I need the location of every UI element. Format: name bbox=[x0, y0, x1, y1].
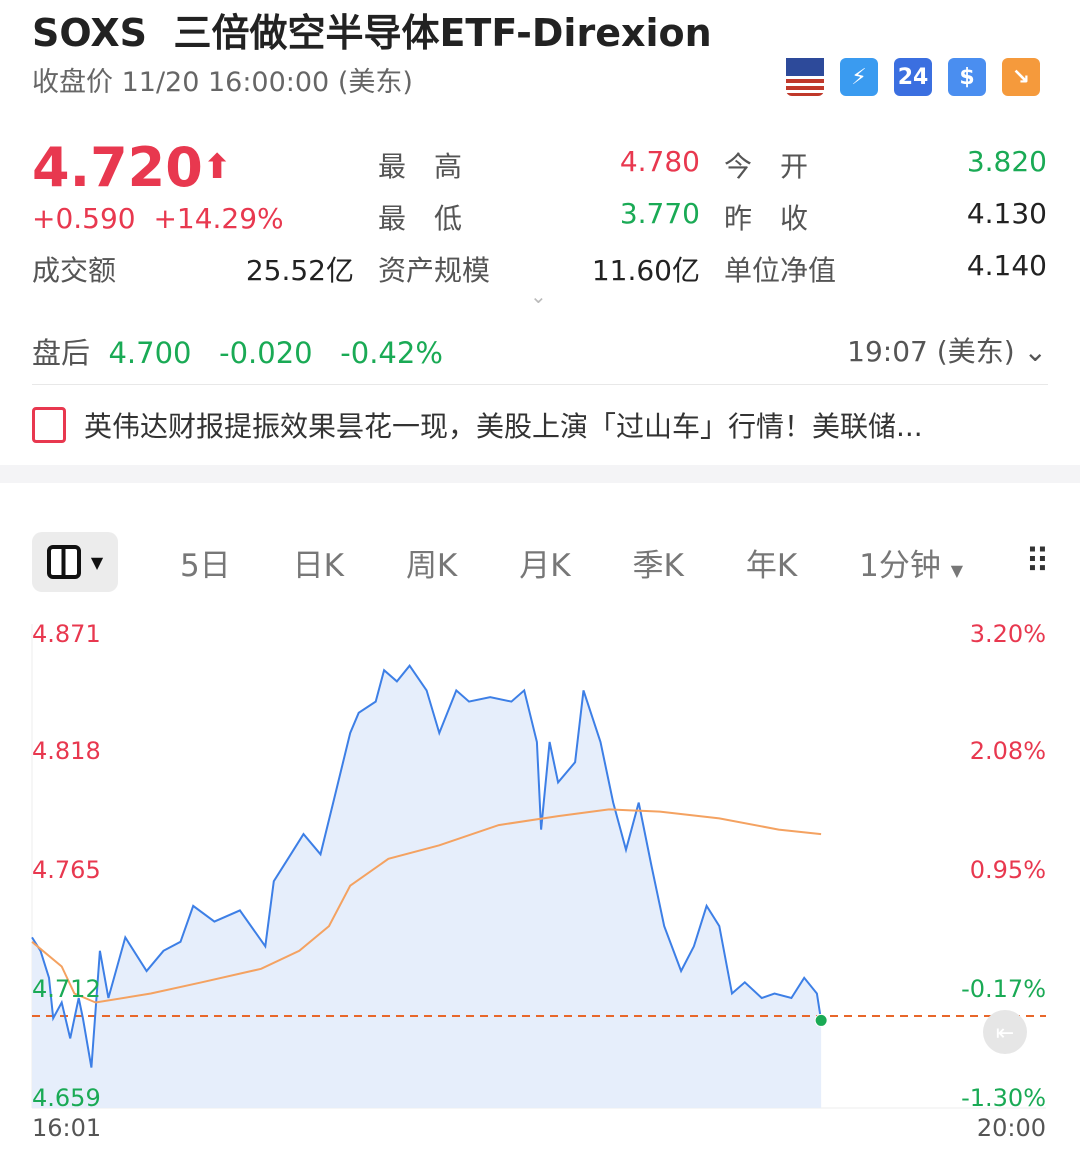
high-value: 4.780 bbox=[619, 145, 700, 178]
price-change: +0.590 +14.29% bbox=[32, 202, 284, 235]
news-item[interactable]: 英伟达财报提振效果昙花一现，美股上演「过山车」行情！美联储... bbox=[32, 405, 923, 445]
price-line bbox=[31, 664, 823, 1068]
tab-5day[interactable]: 5日 bbox=[179, 547, 231, 584]
tab-monthly[interactable]: 月K bbox=[519, 547, 571, 584]
change-pct: +14.29% bbox=[153, 202, 284, 235]
back-arrow-icon: ⇤ bbox=[996, 1021, 1014, 1046]
news-icon bbox=[32, 407, 66, 443]
after-hours-pct: -0.42% bbox=[340, 336, 443, 370]
badge-icons: ⚡ 24 $ ↘ bbox=[786, 58, 1040, 96]
us-flag-icon[interactable] bbox=[786, 58, 824, 96]
section-separator bbox=[0, 465, 1080, 483]
expand-chevron-icon[interactable]: ⌄ bbox=[530, 284, 547, 308]
tab-interval[interactable]: 1分钟 ▼ bbox=[859, 540, 963, 585]
change-value: +0.590 bbox=[32, 202, 136, 235]
dropdown-icon: ▼ bbox=[90, 552, 104, 572]
last-price: 4.720⬆ bbox=[32, 136, 231, 199]
prev-close-label: 昨 收 bbox=[724, 202, 809, 235]
up-arrow-icon: ⬆ bbox=[202, 147, 232, 187]
after-hours-change: -0.020 bbox=[219, 336, 313, 370]
x-tick-label: 16:01 bbox=[32, 1114, 101, 1142]
last-price-dot bbox=[814, 1013, 828, 1027]
low-label: 最 低 bbox=[378, 202, 463, 235]
chevron-down-icon: ⌄ bbox=[1023, 335, 1047, 368]
24h-icon[interactable]: 24 bbox=[894, 58, 932, 96]
high-label: 最 高 bbox=[378, 150, 463, 183]
y-tick-label: 4.818 bbox=[32, 737, 101, 765]
after-hours-label: 盘后 bbox=[32, 336, 91, 370]
y-tick-label: 4.712 bbox=[32, 975, 101, 1003]
back-to-latest-button[interactable] bbox=[983, 1010, 1027, 1054]
stock-title: SOXS 三倍做空半导体ETF-Direxion bbox=[32, 2, 712, 57]
nav-label: 单位净值 bbox=[724, 254, 837, 287]
aum-value: 11.60亿 bbox=[591, 254, 700, 287]
price-area bbox=[32, 665, 822, 1108]
y-tick-label-right: -0.17% bbox=[961, 975, 1046, 1003]
news-headline: 英伟达财报提振效果昙花一现，美股上演「过山车」行情！美联储... bbox=[84, 410, 923, 443]
low-value: 3.770 bbox=[619, 197, 700, 230]
y-tick-label: 4.765 bbox=[32, 856, 101, 884]
nav-value: 4.140 bbox=[966, 249, 1047, 282]
prev-close-value: 4.130 bbox=[966, 197, 1047, 230]
y-tick-label-right: -1.30% bbox=[961, 1084, 1046, 1112]
y-tick-label: 4.871 bbox=[32, 620, 101, 648]
symbol: SOXS bbox=[32, 11, 147, 55]
intraday-chart[interactable]: 4.871 3.20% 4.818 2.08% 4.765 0.95% 4.712 -0.17… bbox=[0, 610, 1080, 1160]
chart-type-button[interactable]: ▼ bbox=[32, 532, 118, 592]
open-label: 今 开 bbox=[724, 150, 809, 183]
lightning-2-icon[interactable]: ⚡ bbox=[840, 58, 878, 96]
trend-down-icon[interactable]: ↘ bbox=[1002, 58, 1040, 96]
chart-tabs: ▼ 5日 日K 周K 月K 季K 年K 1分钟 ▼ ⠿ bbox=[32, 532, 1050, 592]
tab-daily[interactable]: 日K bbox=[292, 547, 344, 584]
after-hours-time[interactable]: 19:07 (美东) ⌄ bbox=[847, 330, 1047, 370]
dollar-icon[interactable]: $ bbox=[948, 58, 986, 96]
y-tick-label-right: 3.20% bbox=[970, 620, 1046, 648]
x-tick-label: 20:00 bbox=[977, 1114, 1046, 1142]
aum-label: 资产规模 bbox=[378, 254, 491, 287]
turnover-label: 成交额 bbox=[32, 254, 117, 287]
price-value: 4.720 bbox=[32, 136, 203, 199]
turnover-value: 25.52亿 bbox=[245, 254, 354, 287]
dropdown-icon: ▼ bbox=[950, 560, 964, 580]
stock-name: 三倍做空半导体ETF-Direxion bbox=[173, 11, 712, 55]
layout-icon bbox=[46, 545, 81, 579]
avg-price-line bbox=[31, 808, 822, 1004]
tab-quarterly[interactable]: 季K bbox=[632, 547, 684, 584]
market-status: 收盘价 11/20 16:00:00 (美东) bbox=[32, 67, 413, 98]
y-tick-label: 4.659 bbox=[32, 1084, 101, 1112]
y-tick-label-right: 2.08% bbox=[970, 737, 1046, 765]
time-text: 19:07 (美东) bbox=[847, 335, 1015, 368]
tab-weekly[interactable]: 周K bbox=[405, 547, 458, 584]
after-hours-row: 盘后 4.700 -0.020 -0.42% bbox=[32, 330, 443, 372]
after-hours-price: 4.700 bbox=[108, 336, 192, 370]
grid-menu-icon[interactable]: ⠿ bbox=[1024, 542, 1050, 582]
interval-label: 1分钟 bbox=[859, 547, 941, 584]
y-tick-label-right: 0.95% bbox=[970, 856, 1046, 884]
tab-yearly[interactable]: 年K bbox=[745, 547, 798, 584]
divider bbox=[32, 384, 1048, 385]
open-value: 3.820 bbox=[966, 145, 1047, 178]
